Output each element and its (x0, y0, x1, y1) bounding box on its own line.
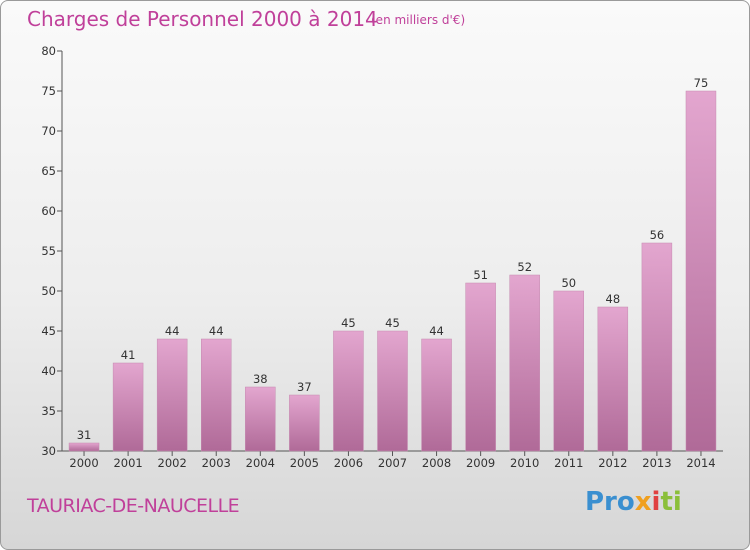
y-tick-label: 45 (41, 324, 56, 338)
bar-value-label: 52 (517, 260, 532, 274)
y-tick-label: 75 (41, 84, 56, 98)
bar-value-label: 44 (165, 324, 180, 338)
bar (553, 290, 584, 452)
bar-value-label: 50 (561, 276, 576, 290)
x-tick-label: 2010 (510, 456, 539, 470)
bar-value-label: 48 (606, 292, 621, 306)
bars (68, 90, 717, 452)
bar (465, 282, 496, 452)
x-tick-label: 2003 (202, 456, 231, 470)
x-tick-label: 2013 (642, 456, 671, 470)
x-axis: 2000 2001 2002 2003 2004 2005 2006 2007 2008 2009… (62, 450, 723, 470)
x-tick-label: 2006 (334, 456, 363, 470)
y-tick-label: 35 (41, 404, 56, 418)
logo-part: ti (660, 487, 682, 517)
bar-value-label: 44 (429, 324, 444, 338)
bar-value-label: 31 (77, 428, 92, 442)
y-tick-label: 40 (41, 364, 56, 378)
bar-value-label: 38 (253, 372, 268, 386)
bar (112, 362, 144, 452)
y-axis: 30 35 40 45 50 55 60 65 70 75 80 (41, 44, 63, 458)
logo-part: Pro (585, 487, 635, 517)
logo-part: i (651, 487, 661, 517)
bar (245, 386, 276, 452)
y-tick-label: 80 (41, 44, 56, 58)
x-tick-label: 2011 (554, 456, 583, 470)
bar-value-label: 41 (121, 348, 136, 362)
x-tick-label: 2012 (598, 456, 627, 470)
chart-subtitle: (en milliers d'€) (371, 13, 466, 27)
bar (156, 338, 188, 452)
bar (597, 306, 629, 452)
y-tick-label: 60 (41, 204, 56, 218)
bar-value-label: 51 (473, 268, 488, 282)
y-tick-label: 50 (41, 284, 56, 298)
y-tick-label: 70 (41, 124, 56, 138)
y-tick-label: 30 (41, 444, 56, 458)
bar (509, 274, 540, 452)
x-tick-label: 2001 (113, 456, 142, 470)
x-tick-label: 2008 (422, 456, 451, 470)
bar (333, 330, 364, 452)
y-tick-label: 65 (41, 164, 56, 178)
chart-title: Charges de Personnel 2000 à 2014 (27, 7, 378, 31)
bar (641, 242, 673, 452)
x-tick-label: 2014 (686, 456, 715, 470)
commune-name: TAURIAC-DE-NAUCELLE (27, 495, 240, 517)
x-tick-label: 2002 (158, 456, 187, 470)
bar-value-label: 75 (694, 76, 709, 90)
data-labels: 31 41 44 44 38 37 45 45 44 51 52 50 48 56 75 (77, 76, 709, 442)
x-tick-label: 2007 (378, 456, 407, 470)
logo-part: x (634, 487, 652, 517)
bar-value-label: 45 (385, 316, 400, 330)
proxiti-logo[interactable]: Proxiti (585, 487, 682, 517)
bar (68, 442, 100, 452)
bar (289, 394, 320, 452)
y-tick-label: 55 (41, 244, 56, 258)
bar (685, 90, 717, 452)
bar-value-label: 45 (341, 316, 356, 330)
bar-value-label: 56 (650, 228, 665, 242)
x-tick-label: 2005 (290, 456, 319, 470)
bar-value-label: 37 (297, 380, 312, 394)
x-tick-label: 2000 (69, 456, 98, 470)
bar (201, 338, 232, 452)
x-tick-label: 2009 (466, 456, 495, 470)
bar (377, 330, 408, 452)
x-tick-label: 2004 (246, 456, 275, 470)
bar-value-label: 44 (209, 324, 224, 338)
bar (421, 338, 452, 452)
